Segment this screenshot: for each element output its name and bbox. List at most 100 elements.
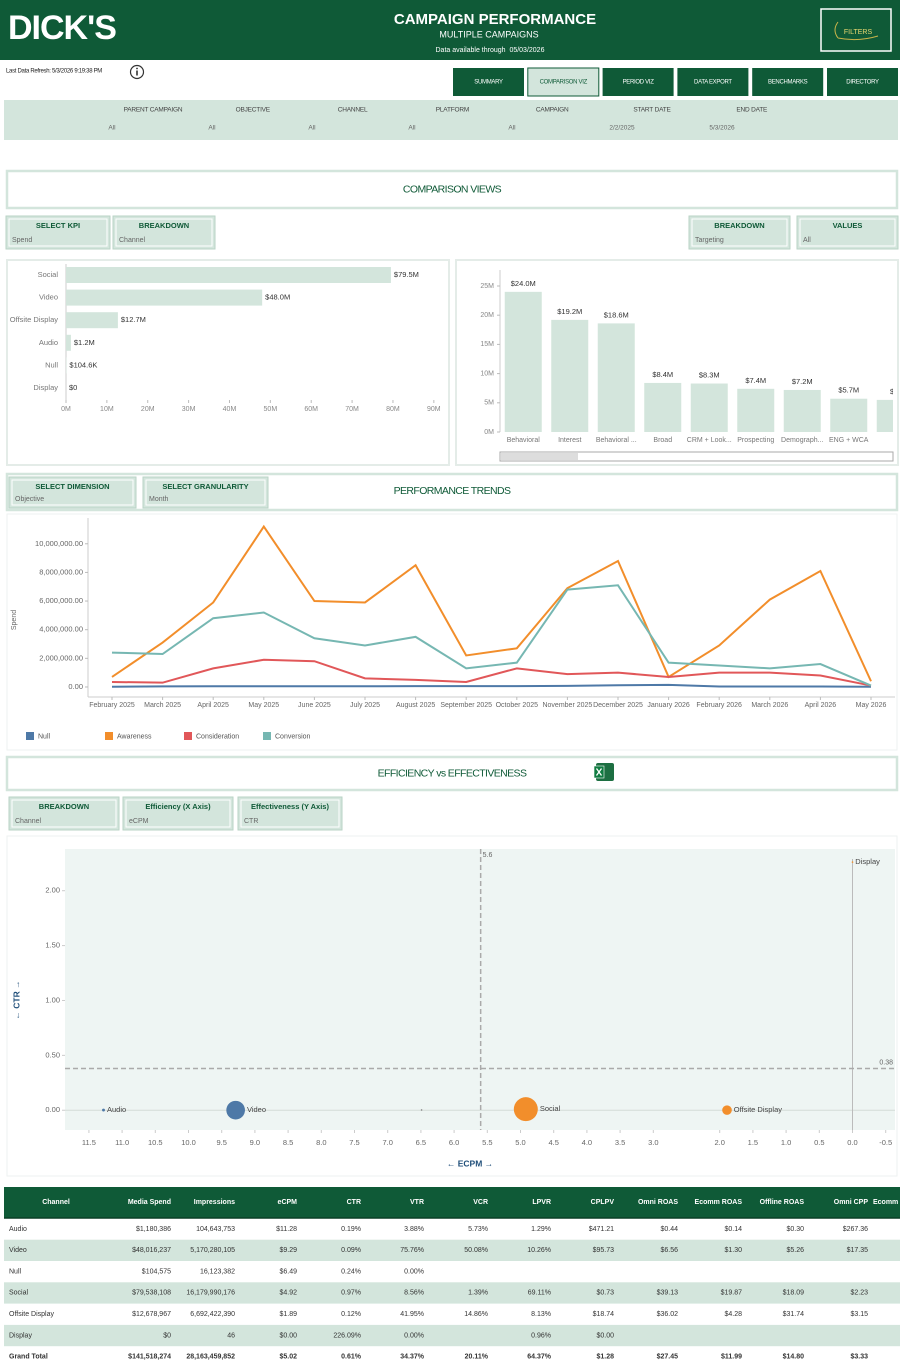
nav-tab[interactable]: [827, 68, 898, 96]
value-label: $0: [69, 383, 77, 392]
bar: [551, 319, 589, 432]
info-icon[interactable]: [129, 64, 145, 80]
table-cell: $36.02: [657, 1311, 679, 1318]
table-cell: 6,692,422,390: [190, 1311, 235, 1318]
column-header: Media Spend: [128, 1199, 171, 1206]
table-cell: 1.39%: [468, 1290, 488, 1297]
table-cell: $267.36: [843, 1226, 868, 1233]
table-cell: $17.35: [847, 1247, 869, 1254]
y-axis-label: Spend: [11, 610, 18, 630]
bar: [783, 389, 821, 432]
table-cell: 75.76%: [400, 1247, 424, 1254]
control-box[interactable]: [122, 796, 234, 831]
table-cell: $0: [163, 1332, 171, 1339]
nav-tab[interactable]: [527, 67, 600, 97]
control-box[interactable]: [8, 476, 137, 509]
point-label: Video: [247, 1105, 266, 1114]
refresh: Last Data Refresh: 5/3/2026 9:19:38 PM: [6, 69, 102, 75]
column-header: CTR: [347, 1199, 361, 1206]
nav-tab[interactable]: [602, 68, 674, 96]
filter-label: CAMPAIGN: [536, 107, 569, 114]
nav-tab-label: BENCHMARKS: [768, 80, 808, 86]
table-cell: 0.61%: [341, 1354, 362, 1361]
control-box[interactable]: [796, 215, 899, 250]
reference-label: 0.38: [879, 1059, 893, 1066]
x-tick-label: 50M: [264, 406, 278, 413]
control-label: Efficiency (X Axis): [145, 802, 211, 811]
bubble: [851, 861, 854, 863]
control-value: eCPM: [129, 818, 149, 825]
control-box[interactable]: [237, 796, 343, 831]
control-box[interactable]: [5, 215, 111, 250]
section-title: COMPARISON VIEWS: [403, 183, 502, 195]
table-cell: 10.26%: [527, 1247, 551, 1254]
x-tick-label: 30M: [182, 406, 196, 413]
y-tick-label: 6,000,000.00: [39, 596, 83, 605]
nav-tab[interactable]: [677, 68, 749, 96]
scrollbar-thumb[interactable]: [501, 453, 578, 460]
x-tick-label: 1.5: [748, 1138, 758, 1147]
category-label: Social: [38, 270, 59, 279]
control-label: Effectiveness (Y Axis): [251, 802, 329, 811]
control-label: BREAKDOWN: [714, 221, 764, 230]
control-inner: [145, 479, 266, 506]
control-label: SELECT GRANULARITY: [162, 482, 248, 491]
table-cell: Video: [9, 1247, 27, 1254]
column-header: Omni ROAS: [638, 1199, 678, 1206]
x-tick-label: 20M: [141, 406, 155, 413]
row-shade: [4, 1239, 900, 1261]
x-tick-label: June 2025: [298, 702, 331, 709]
x-tick-label: December 2025: [593, 702, 643, 709]
x-tick-label: September 2025: [440, 702, 492, 709]
table-header: [4, 1187, 900, 1218]
scrollbar[interactable]: [499, 451, 894, 462]
x-tick-label: 6.0: [449, 1138, 459, 1147]
x-tick-label: 3.0: [648, 1138, 658, 1147]
point-label: Social: [540, 1104, 561, 1113]
y-tick-label: 10,000,000.00: [35, 539, 83, 548]
table-cell: $3.15: [850, 1311, 868, 1318]
control-box[interactable]: [142, 476, 269, 509]
excel-icon-x: [595, 768, 603, 776]
control-box[interactable]: [8, 796, 120, 831]
table-cell: $79,538,108: [132, 1290, 171, 1297]
x-tick-label: 10M: [100, 406, 114, 413]
category-label: Interest: [558, 437, 581, 444]
title: CAMPAIGN PERFORMANCE: [394, 11, 596, 28]
value-label: $5.: [890, 387, 900, 396]
table-cell: $0.00: [596, 1332, 614, 1339]
x-tick-label: February 2026: [696, 702, 742, 709]
category-label: Broad: [653, 437, 672, 444]
value-label: $79.5M: [394, 270, 419, 279]
value-label: $7.2M: [792, 377, 813, 386]
control-box[interactable]: [688, 215, 791, 250]
value-label: $18.6M: [604, 310, 629, 319]
y-tick-label: 1.00: [45, 995, 60, 1004]
bubble: [102, 1108, 105, 1112]
table-cell: 0.96%: [531, 1332, 551, 1339]
x-tick-label: 10.5: [148, 1138, 163, 1147]
filter-value: All: [308, 125, 316, 132]
info-icon-bar: [136, 70, 138, 76]
control-box[interactable]: [112, 215, 216, 250]
section-box: [5, 169, 899, 210]
table-cell: 104,643,753: [196, 1226, 235, 1233]
table-cell: 0.24%: [341, 1268, 361, 1275]
control-inner: [115, 218, 213, 247]
category-label: Audio: [39, 338, 58, 347]
control-inner: [799, 218, 896, 247]
table-cell: $1,180,386: [136, 1226, 171, 1233]
nav-tab-label: DATA EXPORT: [694, 80, 732, 86]
x-tick-label: 3.5: [615, 1138, 625, 1147]
x-tick-label: 11.5: [82, 1138, 96, 1147]
nav-tab[interactable]: [752, 68, 824, 96]
value-label: $8.3M: [699, 371, 720, 380]
x-tick-label: 9.5: [216, 1138, 226, 1147]
table-cell: $19.87: [721, 1290, 743, 1297]
table-cell: $48,016,237: [132, 1247, 171, 1254]
control-value: Channel: [119, 237, 146, 244]
column-header: Channel: [42, 1199, 70, 1206]
nav-tab[interactable]: [453, 68, 524, 96]
x-tick-label: 2.0: [714, 1138, 724, 1147]
